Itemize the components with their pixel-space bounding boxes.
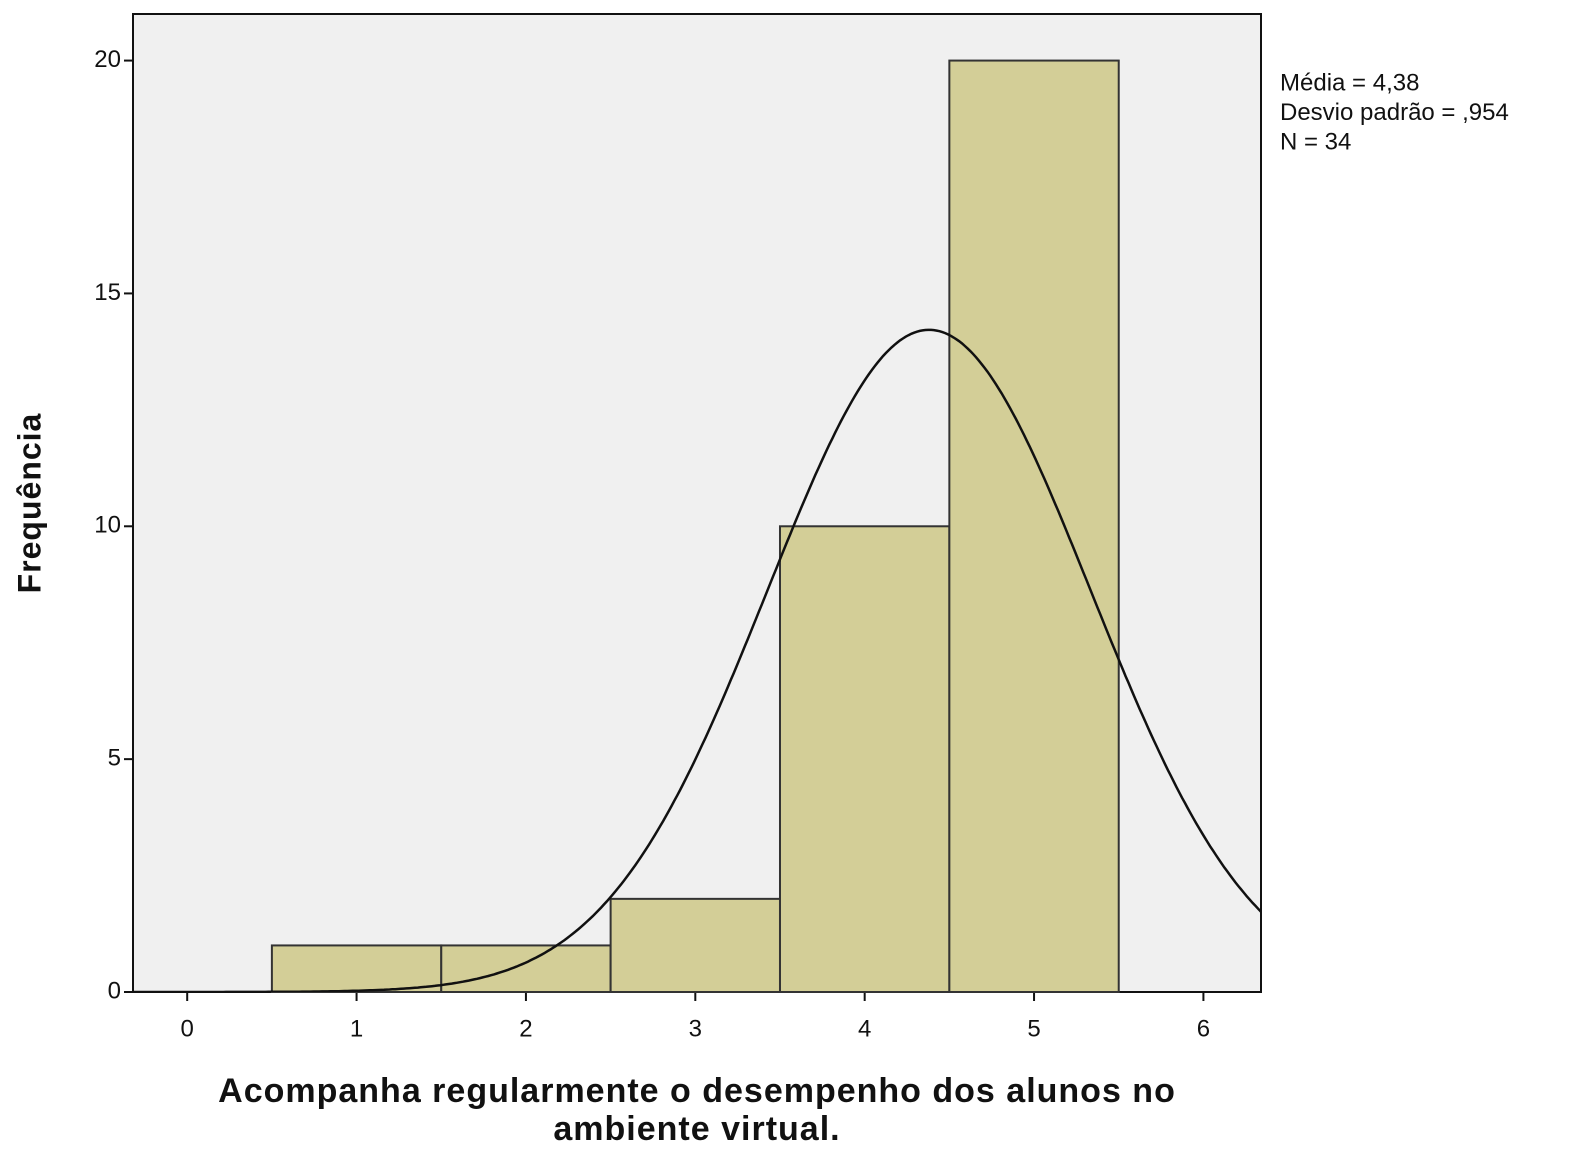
x-axis-title: Acompanha regularmente o desempenho dos … [218, 1072, 1176, 1148]
y-tick-label: 20 [94, 46, 121, 73]
bar [440, 944, 612, 994]
x-tick-label: 1 [350, 1015, 363, 1042]
stat-label: N = 34 [1280, 128, 1351, 155]
bar [948, 59, 1120, 994]
y-tick-label: 0 [108, 977, 121, 1004]
x-tick-label: 3 [689, 1015, 702, 1042]
x-tick-label: 2 [519, 1015, 532, 1042]
y-tick-label: 10 [94, 512, 121, 539]
x-tick-label: 6 [1197, 1015, 1210, 1042]
bar [270, 944, 443, 994]
bar [778, 525, 951, 993]
bar [609, 897, 781, 993]
y-tick-label: 5 [108, 744, 121, 771]
stat-label: Desvio padrão = ,954 [1280, 99, 1509, 126]
normal-curve [133, 328, 1261, 992]
stat-label: Média = 4,38 [1280, 69, 1419, 96]
y-axis-title: Frequência [11, 413, 47, 594]
y-tick-label: 15 [94, 279, 121, 306]
x-tick-label: 5 [1027, 1015, 1040, 1042]
x-tick-label: 0 [181, 1015, 194, 1042]
x-tick-label: 4 [858, 1015, 871, 1042]
